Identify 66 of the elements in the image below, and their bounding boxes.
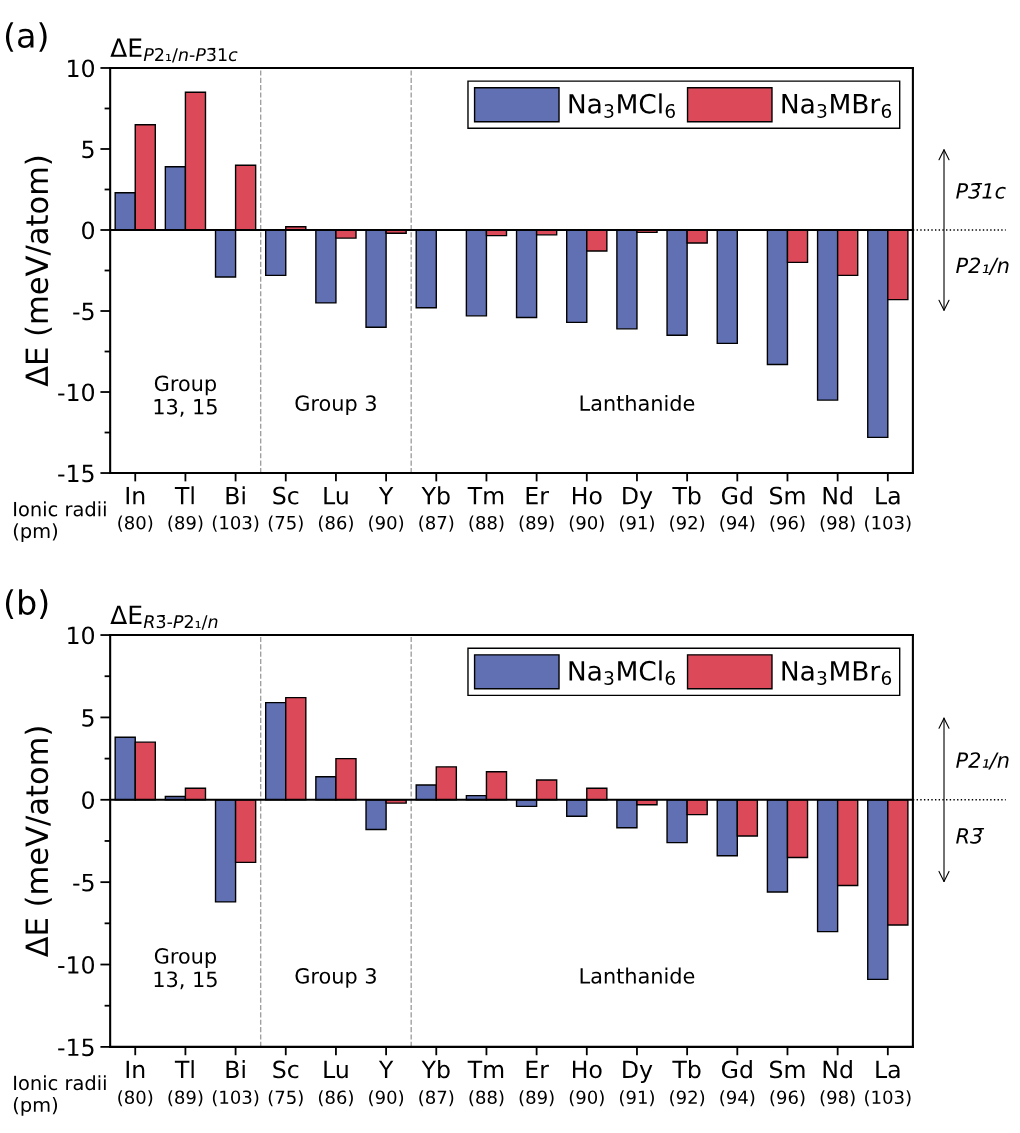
y-tick-label: 10 bbox=[68, 59, 95, 78]
text: P2₁/n bbox=[956, 257, 1009, 275]
category-label: Ho (90) bbox=[569, 486, 604, 532]
legend-label: Na$_{3}$MCl$_{6}$ bbox=[569, 93, 675, 118]
annotation: Group 3 bbox=[295, 967, 376, 988]
y-tick-label: -10 bbox=[58, 955, 95, 974]
text: (b) bbox=[5, 589, 48, 619]
category-label: Er (89) bbox=[519, 1060, 554, 1107]
category-label: Tb (92) bbox=[670, 486, 705, 532]
category-label: Y (90) bbox=[369, 1060, 404, 1107]
category-label: Lu (86) bbox=[318, 1060, 353, 1107]
category-label: Tm (88) bbox=[467, 1060, 504, 1107]
y-tick-label: 5 bbox=[82, 709, 94, 727]
category-label: Gd (94) bbox=[720, 1060, 755, 1107]
legend-label: Na$_{3}$MBr$_{6}$ bbox=[782, 661, 892, 685]
category-label: In (80) bbox=[118, 1060, 153, 1107]
category-label: Er (89) bbox=[519, 486, 554, 532]
category-label: Tl (89) bbox=[168, 1060, 203, 1107]
category-label: Sm (96) bbox=[770, 1060, 805, 1107]
category-label: Gd (94) bbox=[720, 486, 755, 532]
category-label: Ho (90) bbox=[569, 1060, 604, 1107]
category-label: Lu (86) bbox=[318, 486, 353, 532]
category-label: La (103) bbox=[865, 1060, 911, 1107]
y-tick-label: 10 bbox=[68, 626, 95, 645]
category-label: Nd (98) bbox=[820, 1060, 855, 1107]
category-label: Yb (87) bbox=[419, 486, 454, 532]
y-tick-label: 0 bbox=[82, 221, 95, 240]
annotation: Lanthanide bbox=[580, 967, 695, 984]
category-label: Tb (92) bbox=[670, 1060, 705, 1107]
category-label: Sc (75) bbox=[268, 486, 303, 532]
legend-label: Na$_{3}$MBr$_{6}$ bbox=[782, 94, 892, 118]
text: R3̄ bbox=[956, 827, 985, 844]
category-label: In (80) bbox=[118, 486, 153, 532]
category-label: Nd (98) bbox=[820, 486, 855, 532]
y-tick-label: -5 bbox=[73, 302, 94, 321]
y-tick-label: -5 bbox=[73, 873, 94, 892]
y-tick-label: -15 bbox=[58, 1038, 94, 1057]
category-label: Yb (87) bbox=[419, 1060, 454, 1107]
category-label: Dy (91) bbox=[619, 1060, 654, 1107]
legend-label: Na$_{3}$MCl$_{6}$ bbox=[569, 660, 675, 686]
category-label: La (103) bbox=[865, 486, 911, 532]
y-axis-title: ΔE (meV/atom) bbox=[24, 156, 52, 387]
category-label: Bi (103) bbox=[212, 1060, 259, 1107]
y-tick-label: 0 bbox=[82, 791, 95, 810]
category-label: Tl (89) bbox=[168, 486, 203, 532]
category-label: Sm (96) bbox=[770, 486, 805, 532]
text: P3̄1c bbox=[956, 182, 1006, 199]
annotation: Group 13, 15 bbox=[154, 948, 217, 990]
text: P2₁/n bbox=[956, 752, 1009, 770]
annotation: Group 3 bbox=[295, 395, 376, 416]
category-label: Bi (103) bbox=[212, 486, 259, 532]
text: (a) bbox=[5, 22, 47, 52]
chart-title: ΔE$_{P2₁/n-P3̄1c}$ bbox=[110, 38, 238, 63]
category-label: Y (90) bbox=[369, 486, 404, 532]
y-tick-label: -15 bbox=[58, 464, 94, 483]
text: Ionic radii (pm) bbox=[13, 501, 106, 542]
chart-title: ΔE$_{R3̄-P2₁/n}$ bbox=[110, 605, 218, 630]
y-tick-label: 5 bbox=[82, 140, 94, 159]
category-label: Dy (91) bbox=[619, 486, 654, 532]
category-label: Sc (75) bbox=[268, 1060, 303, 1107]
text: Ionic radii (pm) bbox=[13, 1075, 106, 1116]
category-label: Tm (88) bbox=[467, 486, 504, 532]
y-axis-title: ΔE (meV/atom) bbox=[24, 727, 52, 958]
annotation: Lanthanide bbox=[580, 394, 695, 412]
annotation: Group 13, 15 bbox=[154, 375, 217, 417]
y-tick-label: -10 bbox=[58, 383, 95, 402]
